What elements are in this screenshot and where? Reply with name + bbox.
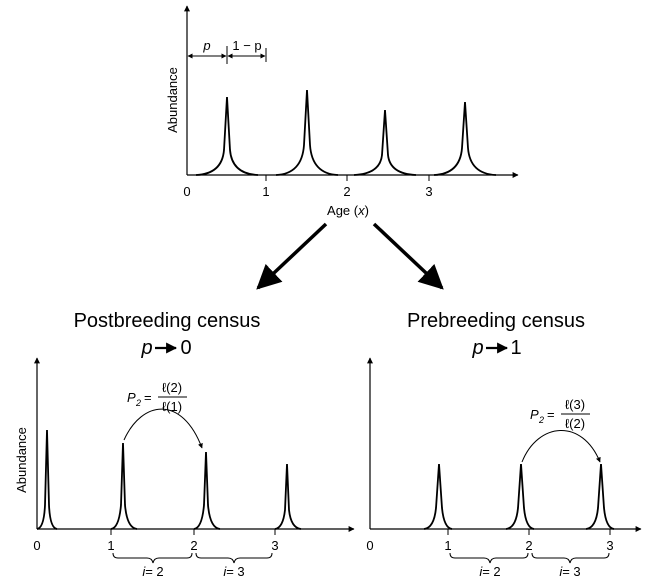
top-tick-label-2: 2 [343, 184, 350, 199]
svg-text:0: 0 [180, 337, 191, 359]
top-tick-label-0: 0 [183, 184, 190, 199]
left-tick-label-3: 3 [271, 538, 278, 553]
top-y-axis-label: Abundance [165, 67, 180, 133]
top-peak-2 [275, 89, 339, 176]
left-brace-1 [112, 552, 193, 564]
svg-text:2: 2 [135, 398, 141, 408]
right-formula-denominator: ℓ(2) [565, 416, 585, 431]
postbreeding-panel: Postbreeding census p 0 Abundance 0 1 2 … [14, 310, 355, 578]
right-tick-label-2: 2 [525, 538, 532, 553]
left-brace-2 [195, 552, 273, 564]
svg-text:=: = [144, 390, 152, 405]
left-tick-label-1: 1 [107, 538, 114, 553]
left-peak-2 [110, 442, 138, 530]
right-tick-marks [447, 529, 611, 535]
right-tick-label-0: 0 [366, 538, 373, 553]
left-tick-label-0: 0 [33, 538, 40, 553]
right-brace-1 [449, 552, 529, 564]
right-transition-arrow [521, 430, 601, 463]
one-minus-p-label: 1 − p [232, 38, 261, 53]
prebreeding-title: Prebreeding census [407, 310, 585, 332]
top-panel: 0 1 2 3 Age (x) Abundance p 1 − p [165, 5, 519, 218]
right-formula-numerator: ℓ(3) [565, 397, 585, 412]
postbreeding-title: Postbreeding census [74, 310, 261, 332]
right-peak-1 [423, 463, 453, 530]
left-brace-1-label: i= 2 [142, 564, 163, 578]
top-peak-4 [433, 101, 497, 176]
left-peak-1 [36, 429, 58, 530]
svg-text:P: P [127, 390, 136, 405]
right-brace-2 [531, 552, 610, 564]
right-formula: P 2 = ℓ(3) ℓ(2) [530, 397, 590, 431]
top-tick-label-3: 3 [425, 184, 432, 199]
right-brace-1-label: i= 2 [479, 564, 500, 578]
svg-text:1: 1 [510, 337, 521, 359]
arrow-to-postbreeding [256, 222, 328, 290]
svg-text:2: 2 [538, 415, 544, 425]
right-tick-label-1: 1 [444, 538, 451, 553]
left-tick-marks [110, 529, 276, 535]
top-x-axis-label: Age (x) [327, 203, 369, 218]
top-peak-1 [195, 96, 259, 176]
top-tick-marks [265, 175, 430, 181]
right-peak-2 [505, 463, 535, 530]
svg-text:p: p [471, 337, 483, 359]
top-tick-label-1: 1 [262, 184, 269, 199]
left-formula-numerator: ℓ(2) [162, 380, 182, 395]
right-tick-label-3: 3 [606, 538, 613, 553]
prebreeding-limit: p 1 [471, 337, 521, 359]
svg-text:p: p [140, 337, 152, 359]
svg-text:P: P [530, 407, 539, 422]
postbreeding-limit: p 0 [140, 337, 191, 359]
left-transition-arrow [123, 408, 203, 449]
p-label: p [202, 38, 210, 53]
right-brace-2-label: i= 3 [559, 564, 580, 578]
left-tick-label-2: 2 [190, 538, 197, 553]
prebreeding-panel: Prebreeding census p 1 0 1 2 3 P 2 = ℓ(3… [366, 310, 642, 578]
left-brace-2-label: i= 3 [223, 564, 244, 578]
left-peak-4 [274, 463, 302, 530]
left-y-axis-label: Abundance [14, 427, 29, 493]
top-peak-3 [353, 109, 417, 176]
right-peak-3 [585, 463, 615, 530]
left-peak-3 [193, 451, 221, 530]
svg-text:=: = [547, 407, 555, 422]
arrow-to-prebreeding [372, 222, 444, 290]
left-formula-denominator: ℓ(1) [162, 399, 182, 414]
left-formula: P 2 = ℓ(2) ℓ(1) [127, 380, 187, 414]
